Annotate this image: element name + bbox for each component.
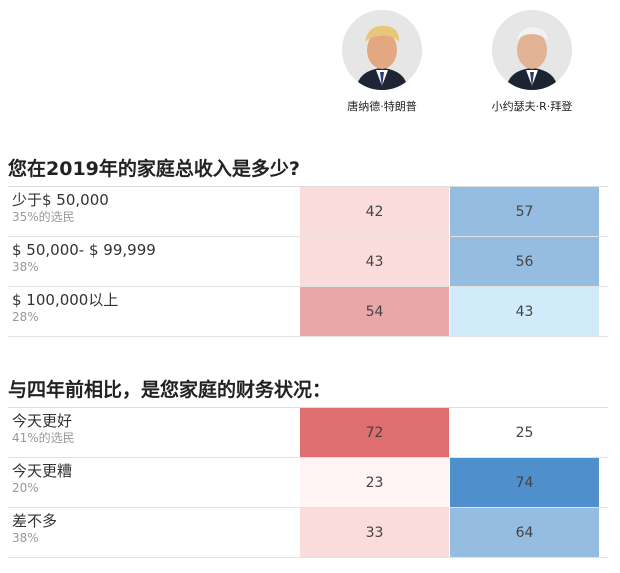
row-label: $ 100,000以上 xyxy=(12,291,119,309)
row-label: $ 50,000- $ 99,999 xyxy=(12,241,156,259)
biden-value-cell: 25 xyxy=(449,408,599,457)
finance-table: 今天更好 41%的选民 72 25 今天更糟 20% 23 74 差不多 38%… xyxy=(8,407,608,558)
row-label-cell: $ 50,000- $ 99,999 38% xyxy=(8,237,299,286)
finance-section: 与四年前相比，是您家庭的财务状况： 今天更好 41%的选民 72 25 今天更糟… xyxy=(8,373,608,558)
avatar-biden xyxy=(492,10,572,90)
row-share: 35%的选民 xyxy=(12,210,75,224)
biden-value-cell: 56 xyxy=(449,237,599,286)
income-table: 少于$ 50,000 35%的选民 42 57 $ 50,000- $ 99,9… xyxy=(8,186,608,337)
row-label: 今天更好 xyxy=(12,412,73,430)
table-row: 今天更好 41%的选民 72 25 xyxy=(8,408,608,458)
section-title-income: 您在2019年的家庭总收入是多少? xyxy=(8,158,300,180)
section-title-finance: 与四年前相比，是您家庭的财务状况： xyxy=(8,379,332,401)
candidate-name-biden: 小约瑟夫·R·拜登 xyxy=(491,100,573,113)
table-row: $ 50,000- $ 99,999 38% 43 56 xyxy=(8,237,608,287)
row-label-cell: $ 100,000以上 28% xyxy=(8,287,299,336)
candidate-biden: 小约瑟夫·R·拜登 xyxy=(457,10,607,114)
row-label-cell: 今天更好 41%的选民 xyxy=(8,408,299,457)
trump-value-cell: 33 xyxy=(299,508,449,557)
table-row: 今天更糟 20% 23 74 xyxy=(8,458,608,508)
row-share: 20% xyxy=(12,481,39,495)
row-share: 38% xyxy=(12,260,39,274)
biden-value-cell: 74 xyxy=(449,458,599,507)
table-row: 差不多 38% 33 64 xyxy=(8,508,608,558)
row-label: 少于$ 50,000 xyxy=(12,191,109,209)
biden-value-cell: 43 xyxy=(449,287,599,336)
row-label: 差不多 xyxy=(12,512,58,530)
row-label: 今天更糟 xyxy=(12,462,73,480)
trump-value-cell: 43 xyxy=(299,237,449,286)
table-row: $ 100,000以上 28% 54 43 xyxy=(8,287,608,337)
candidate-name-trump: 唐纳德·特朗普 xyxy=(347,100,417,113)
biden-value-cell: 57 xyxy=(449,187,599,236)
income-section: 您在2019年的家庭总收入是多少? 少于$ 50,000 35%的选民 42 5… xyxy=(8,152,608,337)
row-label-cell: 少于$ 50,000 35%的选民 xyxy=(8,187,299,236)
row-share: 28% xyxy=(12,310,39,324)
row-label-cell: 差不多 38% xyxy=(8,508,299,557)
trump-value-cell: 54 xyxy=(299,287,449,336)
avatar-trump xyxy=(342,10,422,90)
row-share: 41%的选民 xyxy=(12,431,75,445)
trump-value-cell: 23 xyxy=(299,458,449,507)
candidate-trump: 唐纳德·特朗普 xyxy=(307,10,457,114)
trump-value-cell: 72 xyxy=(299,408,449,457)
row-share: 38% xyxy=(12,531,39,545)
table-row: 少于$ 50,000 35%的选民 42 57 xyxy=(8,187,608,237)
row-label-cell: 今天更糟 20% xyxy=(8,458,299,507)
trump-value-cell: 42 xyxy=(299,187,449,236)
biden-value-cell: 64 xyxy=(449,508,599,557)
